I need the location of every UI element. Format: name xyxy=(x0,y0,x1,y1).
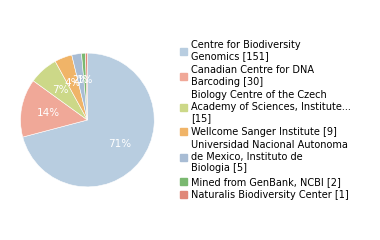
Wedge shape xyxy=(55,55,87,120)
Text: 14%: 14% xyxy=(36,108,60,118)
Text: 71%: 71% xyxy=(108,139,131,150)
Wedge shape xyxy=(23,53,154,187)
Wedge shape xyxy=(21,81,87,137)
Wedge shape xyxy=(86,53,87,120)
Wedge shape xyxy=(81,53,87,120)
Wedge shape xyxy=(33,61,87,120)
Wedge shape xyxy=(72,53,87,120)
Text: 4%: 4% xyxy=(65,78,81,88)
Text: 2%: 2% xyxy=(73,75,89,85)
Text: 7%: 7% xyxy=(52,85,69,95)
Legend: Centre for Biodiversity
Genomics [151], Canadian Centre for DNA
Barcoding [30], : Centre for Biodiversity Genomics [151], … xyxy=(180,40,351,200)
Text: 1%: 1% xyxy=(77,75,93,85)
